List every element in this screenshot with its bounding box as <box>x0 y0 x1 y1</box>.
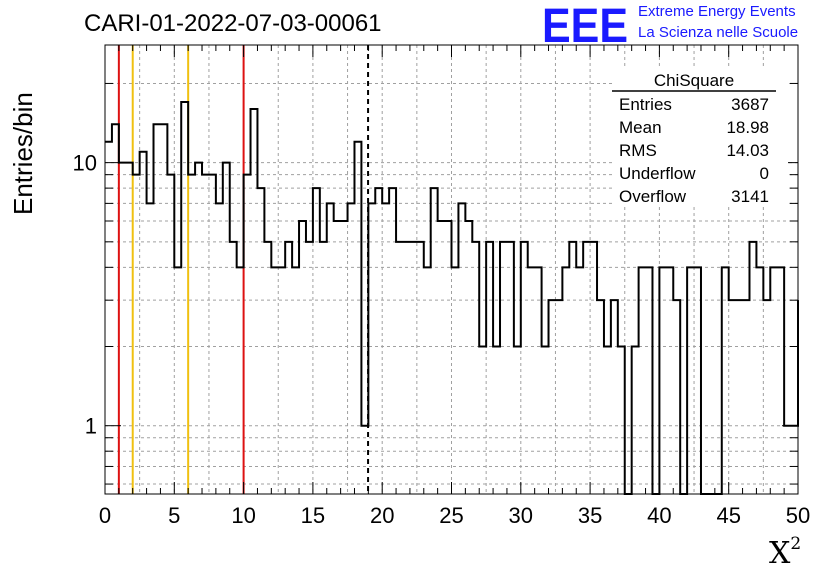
stats-value-entries: 3687 <box>731 95 769 114</box>
stats-label-rms: RMS <box>619 141 657 160</box>
stats-value-overflow: 3141 <box>731 187 769 206</box>
x-axis-label-base: X <box>769 536 791 571</box>
x-tick-label: 0 <box>99 503 111 528</box>
x-tick-label: 35 <box>578 503 602 528</box>
eee-logo: EEE <box>542 2 628 46</box>
stats-label-overflow: Overflow <box>619 187 687 206</box>
x-tick-label: 45 <box>716 503 740 528</box>
eee-logo-text: EEE <box>542 2 628 46</box>
y-tick-label: 1 <box>85 414 97 439</box>
stats-value-rms: 14.03 <box>726 141 769 160</box>
chart-title: CARI-01-2022-07-03-00061 <box>84 10 382 37</box>
x-tick-label: 50 <box>786 503 810 528</box>
histogram-line <box>105 101 799 495</box>
x-tick-label: 30 <box>509 503 533 528</box>
y-tick-label: 10 <box>73 151 97 176</box>
stats-box: ChiSquare Entries 3687 Mean 18.98 RMS 14… <box>612 66 788 206</box>
x-tick-label: 5 <box>168 503 180 528</box>
x-tick-label: 25 <box>439 503 463 528</box>
stats-label-mean: Mean <box>619 118 662 137</box>
stats-value-mean: 18.98 <box>726 118 769 137</box>
stats-value-underflow: 0 <box>760 164 769 183</box>
x-tick-label: 15 <box>301 503 325 528</box>
x-tick-label: 20 <box>370 503 394 528</box>
y-axis-label: Entries/bin <box>8 92 38 215</box>
x-axis-label: X2 <box>769 534 802 571</box>
stats-label-entries: Entries <box>619 95 672 114</box>
stats-label-underflow: Underflow <box>619 164 696 183</box>
x-axis-label-superscript: 2 <box>790 534 802 554</box>
x-tick-label: 10 <box>231 503 255 528</box>
stats-title: ChiSquare <box>654 71 734 90</box>
logo-subtitle-1: Extreme Energy Events <box>638 3 796 20</box>
reference-lines <box>117 45 370 494</box>
x-tick-label: 40 <box>647 503 671 528</box>
histogram-series <box>105 101 799 495</box>
logo-subtitle-2: La Scienza nelle Scuole <box>638 24 799 41</box>
axes: 0 5 10 15 20 25 30 35 40 45 50 1 10 <box>73 44 810 528</box>
stats-box-frame <box>612 66 788 206</box>
